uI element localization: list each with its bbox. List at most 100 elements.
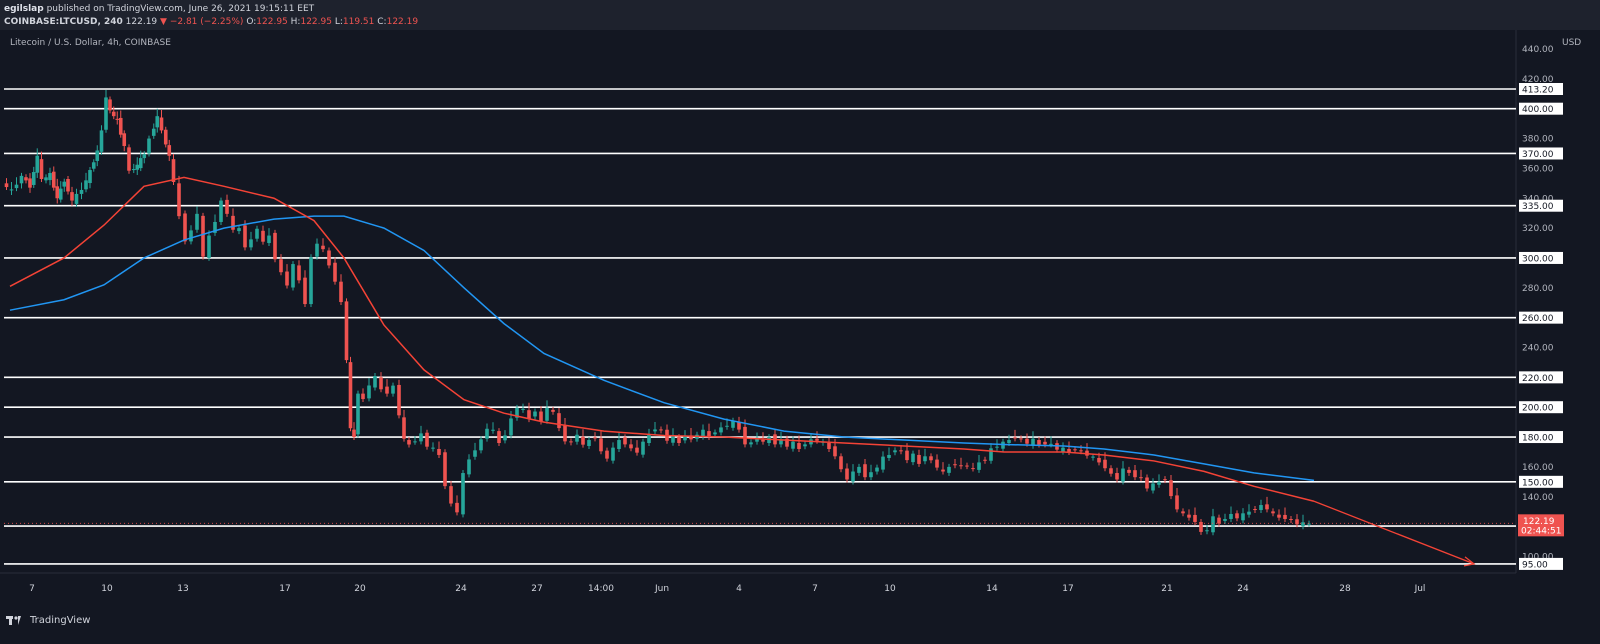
open-label: O: [246,17,257,27]
candle-body [344,301,349,361]
x-tick-label: 20 [354,584,366,594]
candle-body [989,448,993,461]
candle-body [893,450,897,453]
candle-body [785,438,789,447]
tradingview-brand[interactable]: TradingView [6,614,90,626]
candle-body [62,181,67,187]
candle-body [647,434,651,444]
candle-body [79,189,84,194]
candle-body [1061,447,1065,452]
candle-body [1235,513,1239,519]
candle-body [623,437,627,445]
candle-body [899,450,903,452]
candle-body [473,450,477,457]
candle-body [881,456,885,470]
candle-body [1037,440,1041,445]
candle-body [761,439,765,442]
candle-body [1169,480,1173,497]
author-name[interactable]: egilslap [4,4,44,14]
candle-body [1241,513,1245,521]
level-label: 150.00 [1522,478,1554,488]
level-label: 200.00 [1522,404,1554,414]
candle-body [58,188,63,200]
candle-body [1307,523,1311,525]
candle-body [138,158,143,169]
candle-body [104,97,108,130]
candle-body [1043,441,1047,445]
candle-body [1007,440,1011,444]
candle-body [84,180,88,190]
candle-body [563,425,567,442]
candle-body [641,441,645,455]
candle-body [1223,518,1227,521]
x-tick-label: 13 [177,584,188,594]
candle-body [419,433,423,442]
candle-body [151,128,156,136]
candle-body [66,178,70,192]
candle-body [905,450,909,461]
candle-body [1151,483,1155,491]
candle-body [869,472,873,478]
brand-label: TradingView [30,614,91,626]
candle-body [39,159,44,179]
candle-body [437,448,441,455]
candle-body [479,439,483,451]
candle-body [31,172,36,185]
candle-body [1247,511,1251,515]
price-chart[interactable]: 100.00120.00140.00160.00180.00200.00220.… [0,30,1600,605]
candle-body [833,446,837,457]
x-tick-label: 17 [1062,584,1073,594]
candle-body [863,464,867,478]
candle-body [1217,517,1221,524]
candle-body [503,435,507,441]
candle-body [683,435,687,441]
candle-body [279,259,283,273]
candle-body [88,170,92,184]
candle-body [491,429,495,431]
published-text: published on TradingView.com, June 26, 2… [46,4,315,14]
header-bar: egilslap published on TradingView.com, J… [0,0,1600,30]
candle-body [935,459,939,468]
candle-body [1031,438,1035,446]
candle-body [701,429,705,437]
candle-body [35,155,40,173]
candle-body [321,245,325,250]
candle-body [947,466,951,473]
candle-body [1295,519,1299,525]
candle-body [827,443,831,449]
candle-body [111,111,116,117]
candle-body [352,429,356,438]
candle-body [635,447,639,453]
candle-body [653,429,657,432]
candle-body [177,183,181,217]
candle-body [515,407,519,418]
candle-body [617,440,621,449]
candle-body [195,213,199,230]
x-tick-label: 21 [1161,584,1172,594]
candle-body [1103,459,1107,469]
candle-body [108,99,112,111]
x-tick-label: 14 [986,584,998,594]
candle-body [587,440,591,447]
level-label-box [1519,557,1563,570]
candle-body [131,169,136,171]
candle-body [402,417,406,439]
candle-body [1133,470,1137,478]
projection-arrow-line[interactable] [1313,500,1475,565]
candle-body [455,502,459,513]
candle-body [959,465,963,467]
candle-body [887,454,891,458]
down-arrow-icon: ▼ [160,17,167,27]
candle-body [261,230,265,242]
candle-body [995,446,999,448]
candle-body [923,456,927,462]
candle-body [839,456,843,470]
x-tick-label: 17 [279,584,290,594]
candle-body [731,420,735,428]
current-price-tag[interactable] [1518,514,1564,537]
moving-average-slow-line [9,215,1315,482]
candle-body [719,427,723,433]
x-tick-label: 7 [29,584,35,594]
candle-body [815,438,819,441]
candle-body [285,271,289,286]
